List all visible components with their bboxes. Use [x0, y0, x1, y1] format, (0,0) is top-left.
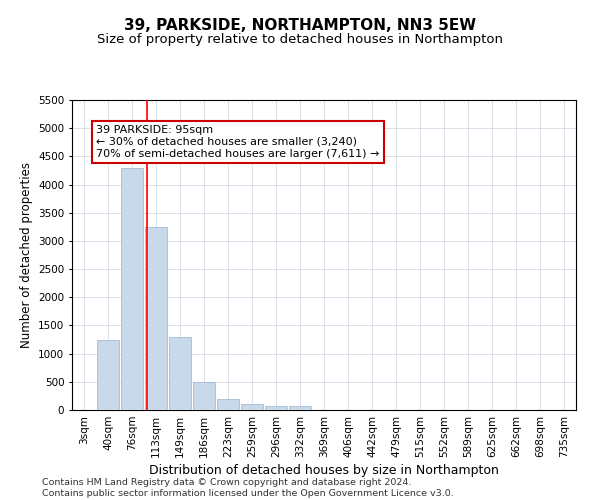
Bar	[217, 398, 239, 410]
Bar	[289, 406, 311, 410]
Text: 39 PARKSIDE: 95sqm
← 30% of detached houses are smaller (3,240)
70% of semi-deta: 39 PARKSIDE: 95sqm ← 30% of detached hou…	[96, 126, 379, 158]
Text: Contains HM Land Registry data © Crown copyright and database right 2024.
Contai: Contains HM Land Registry data © Crown c…	[42, 478, 454, 498]
Bar	[193, 382, 215, 410]
Text: 39, PARKSIDE, NORTHAMPTON, NN3 5EW: 39, PARKSIDE, NORTHAMPTON, NN3 5EW	[124, 18, 476, 32]
Text: Size of property relative to detached houses in Northampton: Size of property relative to detached ho…	[97, 32, 503, 46]
Y-axis label: Number of detached properties: Number of detached properties	[20, 162, 32, 348]
Bar	[241, 404, 263, 410]
Bar	[265, 406, 287, 410]
Bar	[121, 168, 143, 410]
Bar	[97, 340, 119, 410]
Bar	[145, 227, 167, 410]
X-axis label: Distribution of detached houses by size in Northampton: Distribution of detached houses by size …	[149, 464, 499, 477]
Bar	[169, 336, 191, 410]
